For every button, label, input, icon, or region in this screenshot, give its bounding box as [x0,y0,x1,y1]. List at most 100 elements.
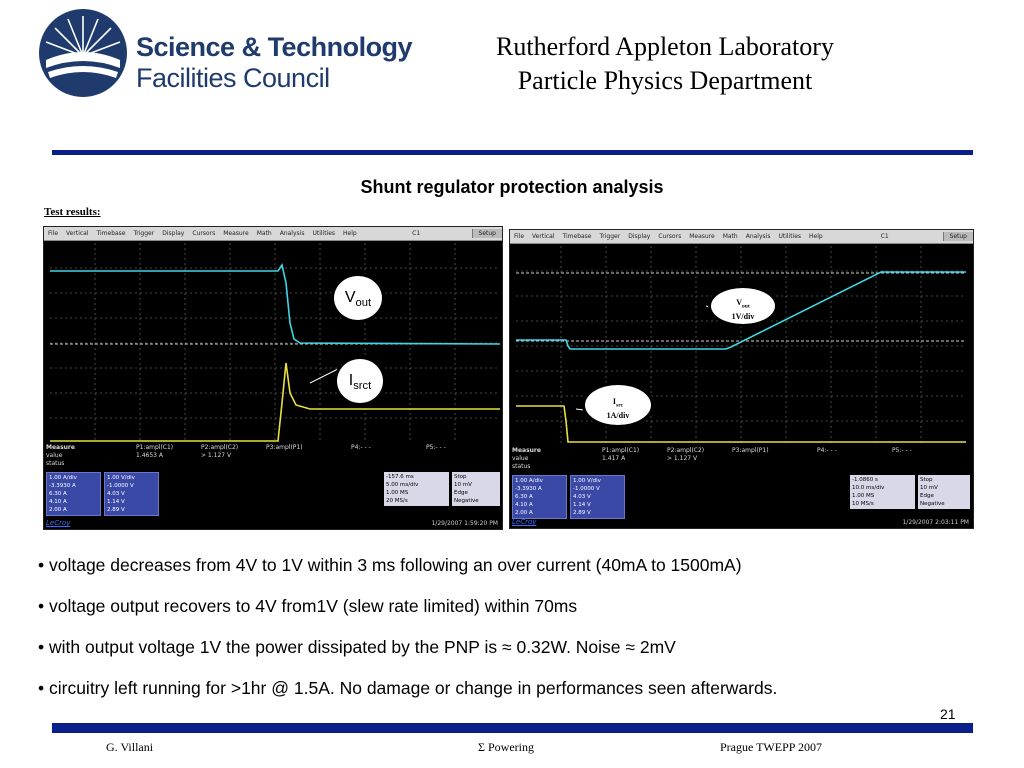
timebase-sample-rate: 10 MS/s [852,501,874,507]
footer-rule [52,723,973,733]
param-p5: P5:- - - [426,444,446,451]
c1-row: -3.3930 A [515,486,542,492]
menu-item-setup: Setup [942,232,973,241]
menu-item-measure: Measure [689,233,715,240]
trigger-level: 10 mV [454,482,472,488]
param-p4: P4:- - - [351,444,371,451]
p2-value: > 1.127 V [667,455,698,462]
timebase-samples: 1.00 MS [386,490,409,496]
trigger-level: 10 mV [920,485,938,491]
menu-item-analysis: Analysis [745,233,771,240]
vout-scale-annotation: Vout 1V/div [708,285,778,327]
param-p1: P1:ampl(C1) [136,444,174,451]
status-label: status [512,463,531,470]
stfc-logo: Science & Technology Facilities Council [38,8,418,98]
trigger-edge: Edge [920,493,934,499]
c2-row: -1.0000 V [573,486,600,492]
trigger-mode: Stop [920,477,933,483]
value-label: value [512,455,529,462]
stfc-emblem-icon [39,9,127,97]
param-p3: P3:ampl(P1) [732,447,769,454]
isrc-scale-annotation: Isrc 1A/div [582,382,654,428]
c2-row: 2.89 V [573,510,591,516]
vout2-scale: 1V/div [731,311,755,321]
status-label: status [46,460,65,467]
finding-item: • with output voltage 1V the power dissi… [38,637,676,657]
menu-item-math: Math [722,233,738,240]
header-rule [52,150,973,155]
oscilloscope-screenshot-2: File Vertical Timebase Trigger Display C… [509,229,974,529]
lab-line-1: Rutherford Appleton Laboratory [496,32,834,61]
isrc2-subscript: src [616,402,624,409]
trigger-slope: Negative [454,498,479,504]
p1-value: 1.4653 A [136,452,164,459]
timebase-samples: 1.00 MS [852,493,875,499]
menu-item-cursors: Cursors [192,230,216,237]
c1-row: 6.30 A [515,494,533,500]
menu-item-file: File [514,233,525,240]
menu-item-utilities: Utilities [312,230,336,237]
c2-row: 4.03 V [107,491,125,497]
param-p1: P1:ampl(C1) [602,447,640,454]
c2-row: 4.03 V [573,494,591,500]
c2-row: 1.14 V [107,499,125,505]
scope-2-waveform [516,246,966,446]
scope-2-measurements: Measure P1:ampl(C1) P2:ampl(C2) P3:ampl(… [510,445,973,528]
menu-item-measure: Measure [223,230,249,237]
timebase-box: -157.6 ms 5.00 ms/div 1.00 MS 20 MS/s [384,472,449,506]
c2-row: 1.14 V [573,502,591,508]
param-p5: P5:- - - [892,447,912,454]
c2-row: 1.00 V/div [573,478,601,484]
channel-c2-box: 1.00 V/div -1.0000 V 4.03 V 1.14 V 2.89 … [104,472,159,516]
vout-subscript: out [355,297,372,310]
menu-item-trigger: Trigger [133,230,155,237]
param-p3: P3:ampl(P1) [266,444,303,451]
c1-row: 1.00 A/div [49,475,77,481]
slide-title: Shunt regulator protection analysis [360,177,664,197]
menu-item-trigger: Trigger [599,233,621,240]
page-number: 21 [940,706,956,722]
footer-topic: Σ Powering [478,740,534,754]
c2-row: 2.89 V [107,507,125,513]
menu-item-setup: Setup [471,229,502,238]
menu-item-math: Math [256,230,272,237]
c1-row: -3.3930 A [49,483,76,489]
measure-label: Measure [46,444,75,451]
isrc2-scale: 1A/div [606,410,630,420]
timebase-value: -1.0860 s [852,477,878,483]
findings-list: • voltage decreases from 4V to 1V within… [38,553,1018,717]
vout-symbol: V [344,289,356,306]
isrct-symbol: I [348,372,354,389]
trigger-box: Stop 10 mV Edge Negative [452,472,500,506]
menu-item-display: Display [628,233,651,240]
menu-item-cursors: Cursors [658,233,682,240]
menu-item-vertical: Vertical [532,233,555,240]
param-p2: P2:ampl(C2) [667,447,705,454]
trigger-mode: Stop [454,474,467,480]
finding-item: • voltage output recovers to 4V from1V (… [38,596,578,616]
c1-row: 1.00 A/div [515,478,543,484]
trigger-slope: Negative [920,501,945,507]
p2-value: > 1.127 V [201,452,232,459]
channel-c1-box: 1.00 A/div -3.3930 A 6.30 A 4.10 A 2.00 … [512,475,567,519]
timebase-rate: 10.0 ms/div [852,485,885,491]
value-label: value [46,452,63,459]
menu-item-help: Help [343,230,357,237]
lab-title: Rutherford Appleton Laboratory Particle … [420,30,910,98]
lab-line-2: Particle Physics Department [517,66,813,95]
vout2-symbol: V [736,298,742,307]
trigger-edge: Edge [454,490,468,496]
menu-item-utilities: Utilities [778,233,802,240]
c2-row: -1.0000 V [107,483,134,489]
scope-1-measurements: Measure P1:ampl(C1) P2:ampl(C2) P3:ampl(… [44,442,502,529]
menu-item-timebase: Timebase [562,233,592,240]
oscilloscope-screenshot-1: File Vertical Timebase Trigger Display C… [43,226,503,530]
scope-menu-bar: File Vertical Timebase Trigger Display C… [44,227,502,241]
timebase-rate: 5.00 ms/div [386,482,419,488]
vout2-subscript: out [742,303,750,310]
menu-item-file: File [48,230,59,237]
menu-item-c1: C1 [880,233,889,240]
menu-item-timebase: Timebase [96,230,126,237]
logo-line-1: Science & Technology [136,32,413,62]
footer-author: G. Villani [106,740,154,754]
